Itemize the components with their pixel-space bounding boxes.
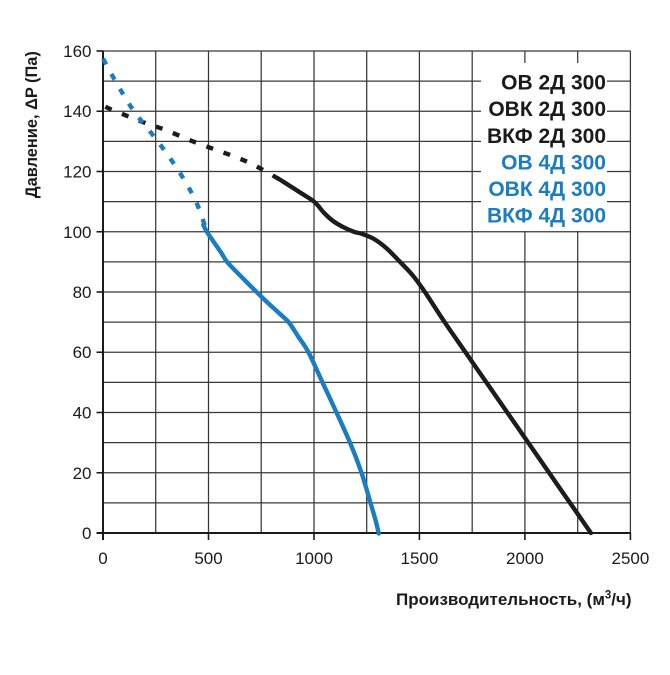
svg-text:0: 0 [98,549,107,568]
svg-text:140: 140 [63,102,91,121]
svg-text:Производительность, (м3/ч): Производительность, (м3/ч) [396,590,632,610]
svg-text:ОВ 2Д 300: ОВ 2Д 300 [501,72,606,95]
svg-text:ОВК 4Д 300: ОВК 4Д 300 [488,178,606,201]
svg-text:ВКФ 4Д 300: ВКФ 4Д 300 [487,205,606,228]
svg-text:60: 60 [73,343,92,362]
svg-text:ВКФ 2Д 300: ВКФ 2Д 300 [487,125,606,148]
svg-text:40: 40 [73,404,92,423]
svg-text:120: 120 [63,163,91,182]
svg-text:ОВК 2Д 300: ОВК 2Д 300 [488,98,606,121]
svg-text:ОВ 4Д 300: ОВ 4Д 300 [501,152,606,175]
svg-text:1500: 1500 [400,549,438,568]
svg-text:500: 500 [194,549,222,568]
svg-text:2500: 2500 [611,549,649,568]
svg-text:2000: 2000 [506,549,544,568]
svg-text:160: 160 [63,42,91,61]
svg-text:Давление, ΔP (Па): Давление, ΔP (Па) [23,51,41,198]
svg-text:20: 20 [73,464,92,483]
svg-text:0: 0 [82,524,91,543]
svg-text:1000: 1000 [295,549,333,568]
svg-text:100: 100 [63,223,91,242]
svg-text:80: 80 [73,283,92,302]
